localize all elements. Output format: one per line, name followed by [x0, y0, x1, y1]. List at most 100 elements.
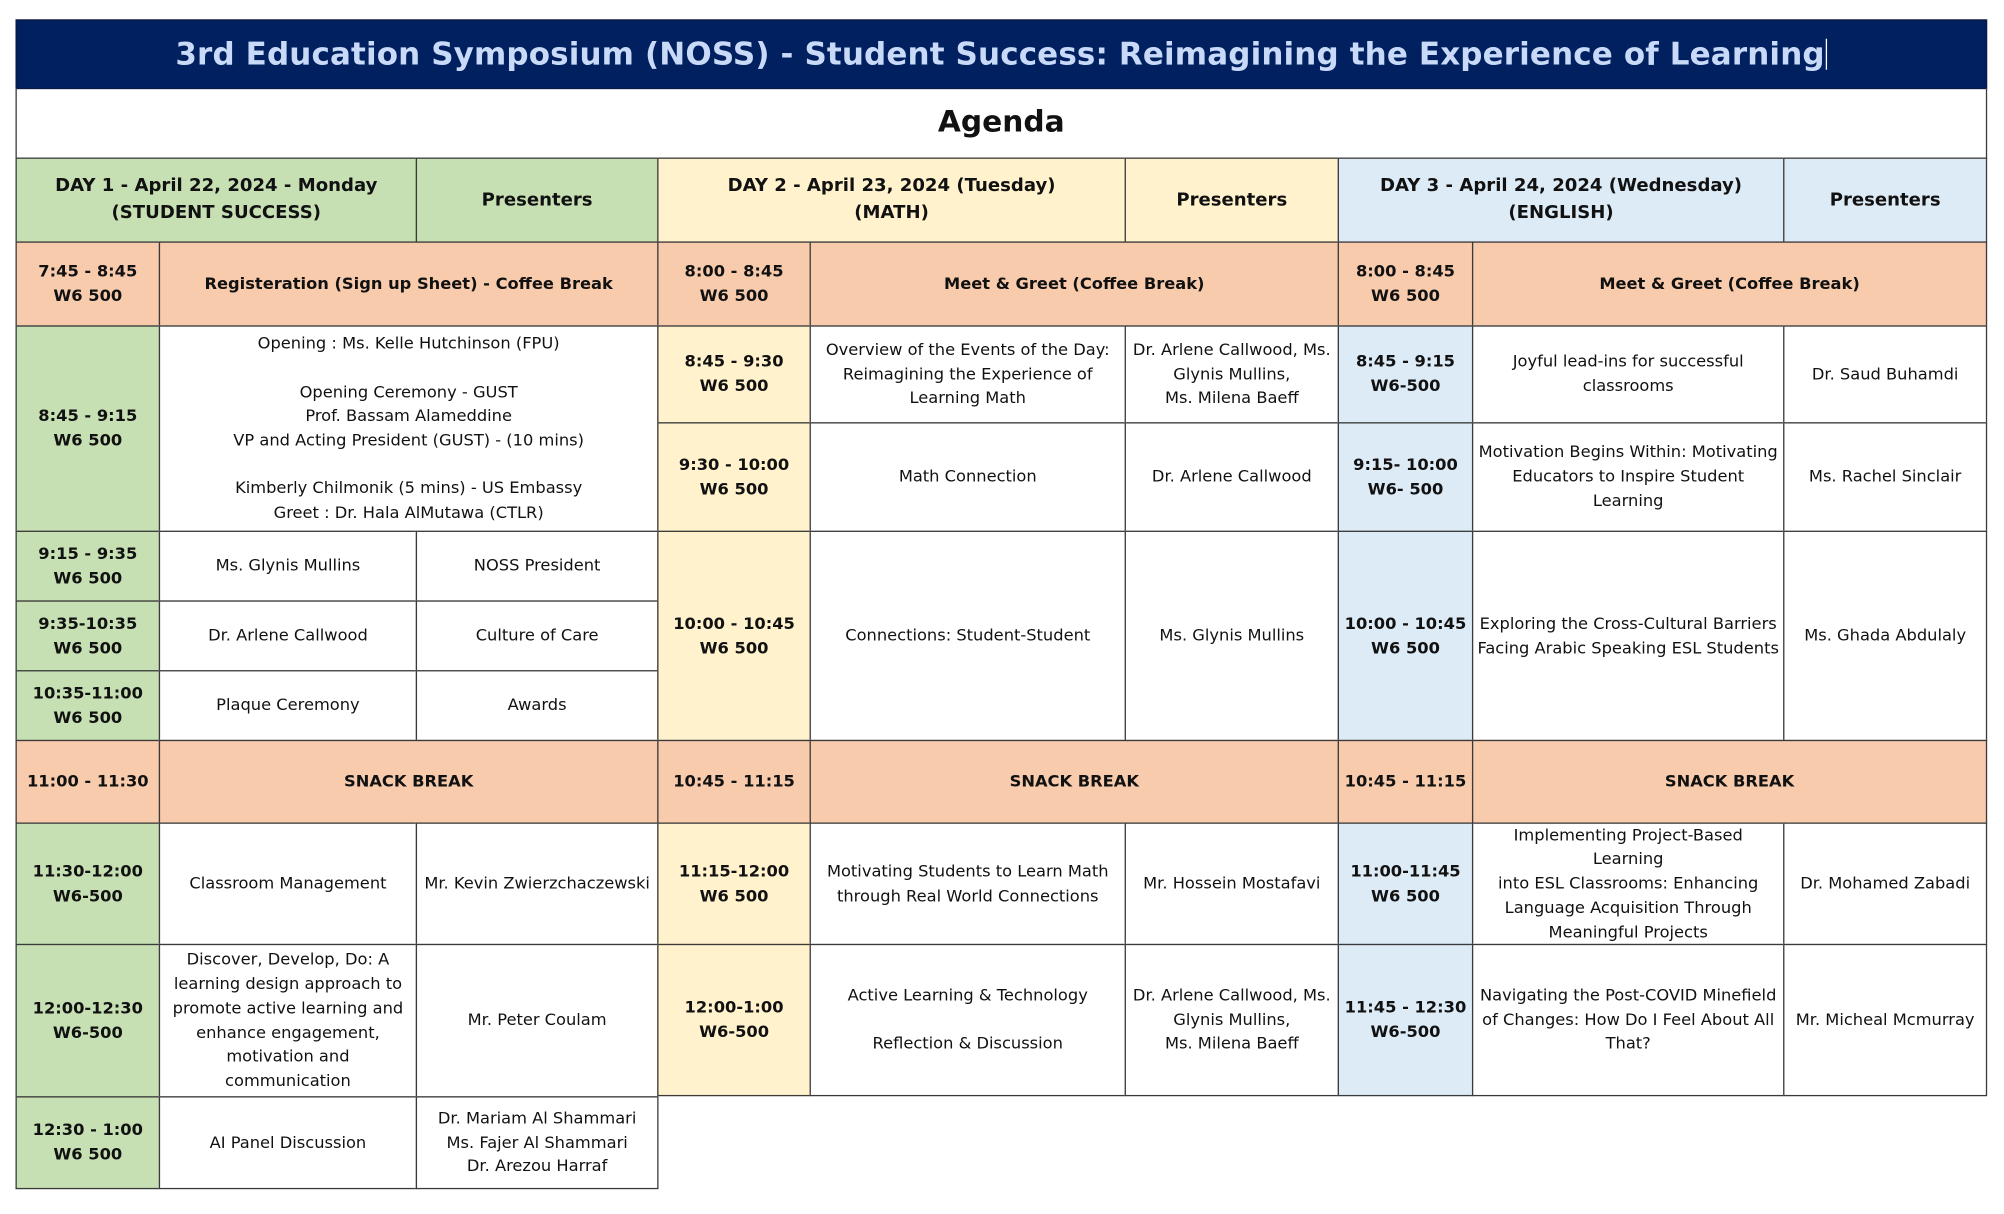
day3-coffee-break: Meet & Greet (Coffee Break) [1471, 241, 1988, 327]
break-label: Meet & Greet (Coffee Break) [1599, 273, 1860, 293]
session-text: Joyful lead-ins for successful classroom… [1512, 351, 1744, 396]
time-text: 9:30 - 10:00 W6 500 [678, 454, 790, 498]
day3-session-5-title: Navigating the Post-COVID Minefield of C… [1471, 943, 1785, 1097]
day2-session-1-presenter: Dr. Arlene Callwood, Ms. Glynis Mullins,… [1124, 325, 1339, 424]
day2-session-1-title: Overview of the Events of the Day: Reima… [809, 325, 1126, 424]
time-text: 9:35-10:35 W6 500 [38, 613, 138, 657]
day1-opening-time: 8:45 - 9:15 W6 500 [15, 325, 161, 532]
day1-session-5-title: Discover, Develop, Do: A learning design… [158, 943, 418, 1098]
time-text: 10:45 - 11:15 [673, 771, 795, 791]
session-text: Ms. Glynis Mullins [215, 555, 361, 575]
presenter-text: Ms. Ghada Abdulaly [1804, 625, 1967, 645]
day1-session-2-title: Dr. Arlene Callwood [158, 600, 418, 672]
day3-session-5-presenter: Mr. Micheal Mcmurray [1783, 943, 1988, 1097]
time-text: 10:45 - 11:15 [1344, 771, 1467, 791]
time-text: 8:45 - 9:15 W6 500 [38, 405, 138, 450]
day1-session-4-time: 11:30-12:00 W6-500 [15, 822, 161, 946]
presenter-text: Dr. Mariam Al Shammari Ms. Fajer Al Sham… [437, 1107, 637, 1176]
presenter-text: Ms. Glynis Mullins [1159, 625, 1305, 645]
day3-header: DAY 3 - April 24, 2024 (Wednesday) (ENGL… [1337, 157, 1785, 243]
presenter-text: Dr. Arlene Callwood, Ms. Glynis Mullins,… [1132, 339, 1331, 408]
day3-session-1-presenter: Dr. Saud Buhamdi [1783, 325, 1988, 424]
day3-snack-break: SNACK BREAK [1471, 739, 1988, 824]
session-text: AI Panel Discussion [209, 1131, 367, 1152]
break-label: SNACK BREAK [344, 771, 474, 791]
day1-opening-session: Opening : Ms. Kelle Hutchinson (FPU) Ope… [158, 325, 659, 532]
day1-snack-time: 11:00 - 11:30 [15, 739, 161, 824]
day3-session-5-time: 11:45 - 12:30 W6-500 [1337, 943, 1474, 1097]
text-cursor [1825, 38, 1828, 70]
day3-session-2-presenter: Ms. Rachel Sinclair [1783, 422, 1988, 532]
session-text: Plaque Ceremony [216, 694, 360, 715]
day1-session-6-presenter: Dr. Mariam Al Shammari Ms. Fajer Al Sham… [415, 1096, 659, 1190]
presenter-text: Dr. Saud Buhamdi [1811, 363, 1959, 384]
time-text: 11:00 - 11:30 [26, 771, 149, 791]
day3-session-3-presenter: Ms. Ghada Abdulaly [1783, 530, 1988, 742]
time-text: 11:15-12:00 W6 500 [678, 860, 790, 905]
day2-presenters-header-text: Presenters [1176, 189, 1288, 210]
day1-header-text: DAY 1 - April 22, 2024 - Monday (STUDENT… [55, 175, 378, 224]
presenter-text: Mr. Micheal Mcmurray [1795, 1009, 1975, 1029]
time-text: 10:00 - 10:45 W6 500 [673, 613, 795, 657]
day1-session-4-title: Classroom Management [158, 822, 418, 946]
time-text: 10:35-11:00 W6 500 [32, 682, 143, 727]
time-text: 12:30 - 1:00 W6 500 [32, 1119, 143, 1164]
day2-session-5-title: Active Learning & Technology Reflection … [809, 943, 1126, 1097]
agenda-heading-row: Agenda [15, 87, 1988, 159]
session-text: Classroom Management [189, 873, 387, 893]
day1-session-1-time: 9:15 - 9:35 W6 500 [15, 530, 161, 602]
day3-session-3-title: Exploring the Cross-Cultural Barriers Fa… [1471, 530, 1785, 742]
day2-header-text: DAY 2 - April 23, 2024 (Tuesday) (MATH) [727, 175, 1056, 224]
time-text: 11:45 - 12:30 W6-500 [1344, 997, 1467, 1041]
day1-session-5-presenter: Mr. Peter Coulam [415, 943, 659, 1098]
day2-session-5-time: 12:00-1:00 W6-500 [657, 943, 811, 1097]
presenter-text: Mr. Kevin Zwierzchaczewski [424, 873, 650, 893]
session-text: Motivating Students to Learn Math throug… [826, 860, 1109, 905]
day3-session-3-time: 10:00 - 10:45 W6 500 [1337, 530, 1474, 742]
day2-session-3-presenter: Ms. Glynis Mullins [1124, 530, 1339, 742]
presenter-text: Mr. Peter Coulam [467, 1009, 607, 1030]
time-text: 12:00-1:00 W6-500 [684, 997, 784, 1041]
presenter-text: Awards [507, 694, 567, 715]
break-label: SNACK BREAK [1664, 771, 1795, 791]
day1-session-4-presenter: Mr. Kevin Zwierzchaczewski [415, 822, 659, 946]
day2-session-4-presenter: Mr. Hossein Mostafavi [1124, 822, 1339, 946]
agenda-heading: Agenda [937, 105, 1065, 140]
time-text: 7:45 - 8:45 W6 500 [38, 261, 138, 305]
day2-presenters-header: Presenters [1124, 157, 1339, 243]
break-label: Meet & Greet (Coffee Break) [944, 273, 1205, 293]
day3-session-2-time: 9:15- 10:00 W6- 500 [1337, 422, 1474, 532]
presenter-text: Dr. Arlene Callwood, Ms. Glynis Mullins,… [1132, 985, 1331, 1053]
day3-session-1-title: Joyful lead-ins for successful classroom… [1471, 325, 1785, 424]
day1-session-3-title: Plaque Ceremony [158, 670, 418, 742]
session-text: Dr. Arlene Callwood [208, 625, 368, 645]
presenter-text: Dr. Mohamed Zabadi [1800, 873, 1971, 893]
day2-session-4-title: Motivating Students to Learn Math throug… [809, 822, 1126, 946]
day3-header-text: DAY 3 - April 24, 2024 (Wednesday) (ENGL… [1380, 175, 1743, 224]
day1-coffee-time: 7:45 - 8:45 W6 500 [15, 241, 161, 327]
day3-presenters-header: Presenters [1783, 157, 1988, 243]
presenter-text: Dr. Arlene Callwood [1151, 466, 1312, 486]
time-text: 8:00 - 8:45 W6 500 [1355, 261, 1455, 305]
day1-session-6-title: AI Panel Discussion [158, 1096, 418, 1190]
time-text: 11:30-12:00 W6-500 [32, 860, 143, 905]
presenter-text: Culture of Care [475, 625, 599, 645]
day2-snack-break: SNACK BREAK [809, 739, 1339, 824]
time-text: 12:00-12:30 W6-500 [32, 997, 143, 1042]
session-text: Active Learning & Technology Reflection … [847, 985, 1088, 1053]
time-text: 9:15- 10:00 W6- 500 [1353, 454, 1458, 498]
day3-session-1-time: 8:45 - 9:15 W6-500 [1337, 325, 1474, 424]
day1-session-3-time: 10:35-11:00 W6 500 [15, 670, 161, 742]
day1-session-2-presenter: Culture of Care [415, 600, 659, 672]
day2-coffee-break: Meet & Greet (Coffee Break) [809, 241, 1339, 327]
session-text: Discover, Develop, Do: A learning design… [172, 949, 404, 1090]
day3-coffee-time: 8:00 - 8:45 W6 500 [1337, 241, 1474, 327]
day2-session-2-title: Math Connection [809, 422, 1126, 532]
time-text: 9:15 - 9:35 W6 500 [38, 543, 138, 587]
day1-session-2-time: 9:35-10:35 W6 500 [15, 600, 161, 672]
day2-session-3-time: 10:00 - 10:45 W6 500 [657, 530, 811, 742]
time-text: 8:45 - 9:15 W6-500 [1355, 351, 1455, 396]
day3-snack-time: 10:45 - 11:15 [1337, 739, 1474, 824]
presenter-text: Ms. Rachel Sinclair [1808, 466, 1962, 486]
